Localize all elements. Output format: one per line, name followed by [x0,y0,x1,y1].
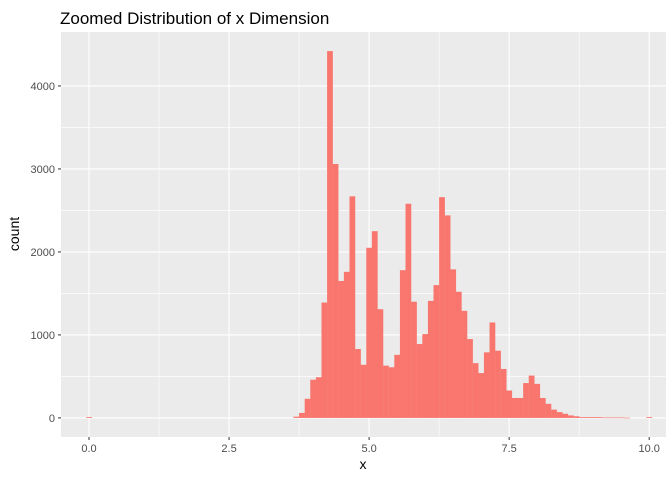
histogram-bar [489,322,496,418]
x-tick-label: 10.0 [638,443,659,455]
histogram-bar [618,417,625,419]
histogram-bar [623,417,630,419]
histogram-bar [483,352,490,418]
histogram-bar [332,163,339,418]
histogram-bar [472,363,479,418]
histogram-bar [388,367,395,418]
histogram-bar [411,301,417,418]
histogram-bar [584,417,591,418]
histogram-bar [590,417,597,418]
histogram-bar [461,310,468,418]
histogram-bar [405,203,412,418]
histogram-bar [495,350,501,418]
histogram-bar [450,269,457,418]
x-axis-ticks: 0.0 2.5 5.0 7.5 10.0 [81,437,660,455]
histogram-bar [556,412,563,418]
chart-title: Zoomed Distribution of x Dimension [60,9,329,28]
histogram-bar [422,334,429,418]
histogram-bar [444,215,451,418]
x-axis-title: x [360,456,367,472]
histogram-bar [371,231,378,418]
y-axis-ticks: 0 1000 2000 3000 4000 [31,81,61,425]
histogram-bar [500,368,507,418]
histogram-bar [439,197,445,418]
histogram-bar [579,417,585,418]
histogram-bar [478,373,485,418]
histogram-bar [349,196,356,418]
histogram-bar [528,375,535,418]
histogram-bars [86,51,653,419]
histogram-bar [427,300,434,418]
x-tick-label: 5.0 [361,443,376,455]
histogram-bar [573,416,580,418]
histogram-bar [646,417,653,418]
histogram-bar [360,364,367,418]
histogram-bar [327,51,333,418]
histogram-bar [467,339,473,418]
histogram-bar [394,354,401,418]
y-tick-label: 2000 [31,247,55,259]
histogram-bar [399,270,406,418]
histogram-bar [534,383,541,418]
y-tick-label: 0 [49,413,55,425]
histogram-bar [511,397,518,418]
histogram-bar [562,413,569,418]
histogram-bar [293,416,300,418]
x-tick-label: 0.0 [81,443,96,455]
histogram-bar [607,417,613,419]
histogram-bar [416,344,423,418]
histogram-bar [355,349,361,418]
histogram-bar [506,390,513,418]
histogram-bar [551,409,557,418]
x-tick-label: 7.5 [501,443,516,455]
y-tick-label: 1000 [31,330,55,342]
y-tick-label: 4000 [31,81,55,93]
histogram-bar [86,417,92,418]
histogram-bar [595,417,602,418]
histogram-bar [321,302,328,418]
histogram-bar [383,365,389,418]
histogram-bar [343,271,350,418]
histogram-bar [433,285,440,418]
histogram-bar [545,403,552,418]
histogram-bar [366,247,373,418]
x-tick-label: 2.5 [221,443,236,455]
histogram-bar [315,377,322,418]
histogram-bar [304,398,311,418]
histogram-bar [377,309,384,418]
histogram-bar [299,412,305,418]
y-axis-title: count [6,217,22,251]
histogram-bar [310,379,317,418]
histogram-bar [517,397,524,418]
histogram-bar [567,415,574,418]
histogram-bar [601,417,608,419]
histogram-bar [455,291,462,418]
y-tick-label: 3000 [31,164,55,176]
histogram-bar [523,383,529,418]
histogram-bar [539,397,546,418]
histogram-bar [612,417,619,419]
histogram-bar [338,280,345,418]
